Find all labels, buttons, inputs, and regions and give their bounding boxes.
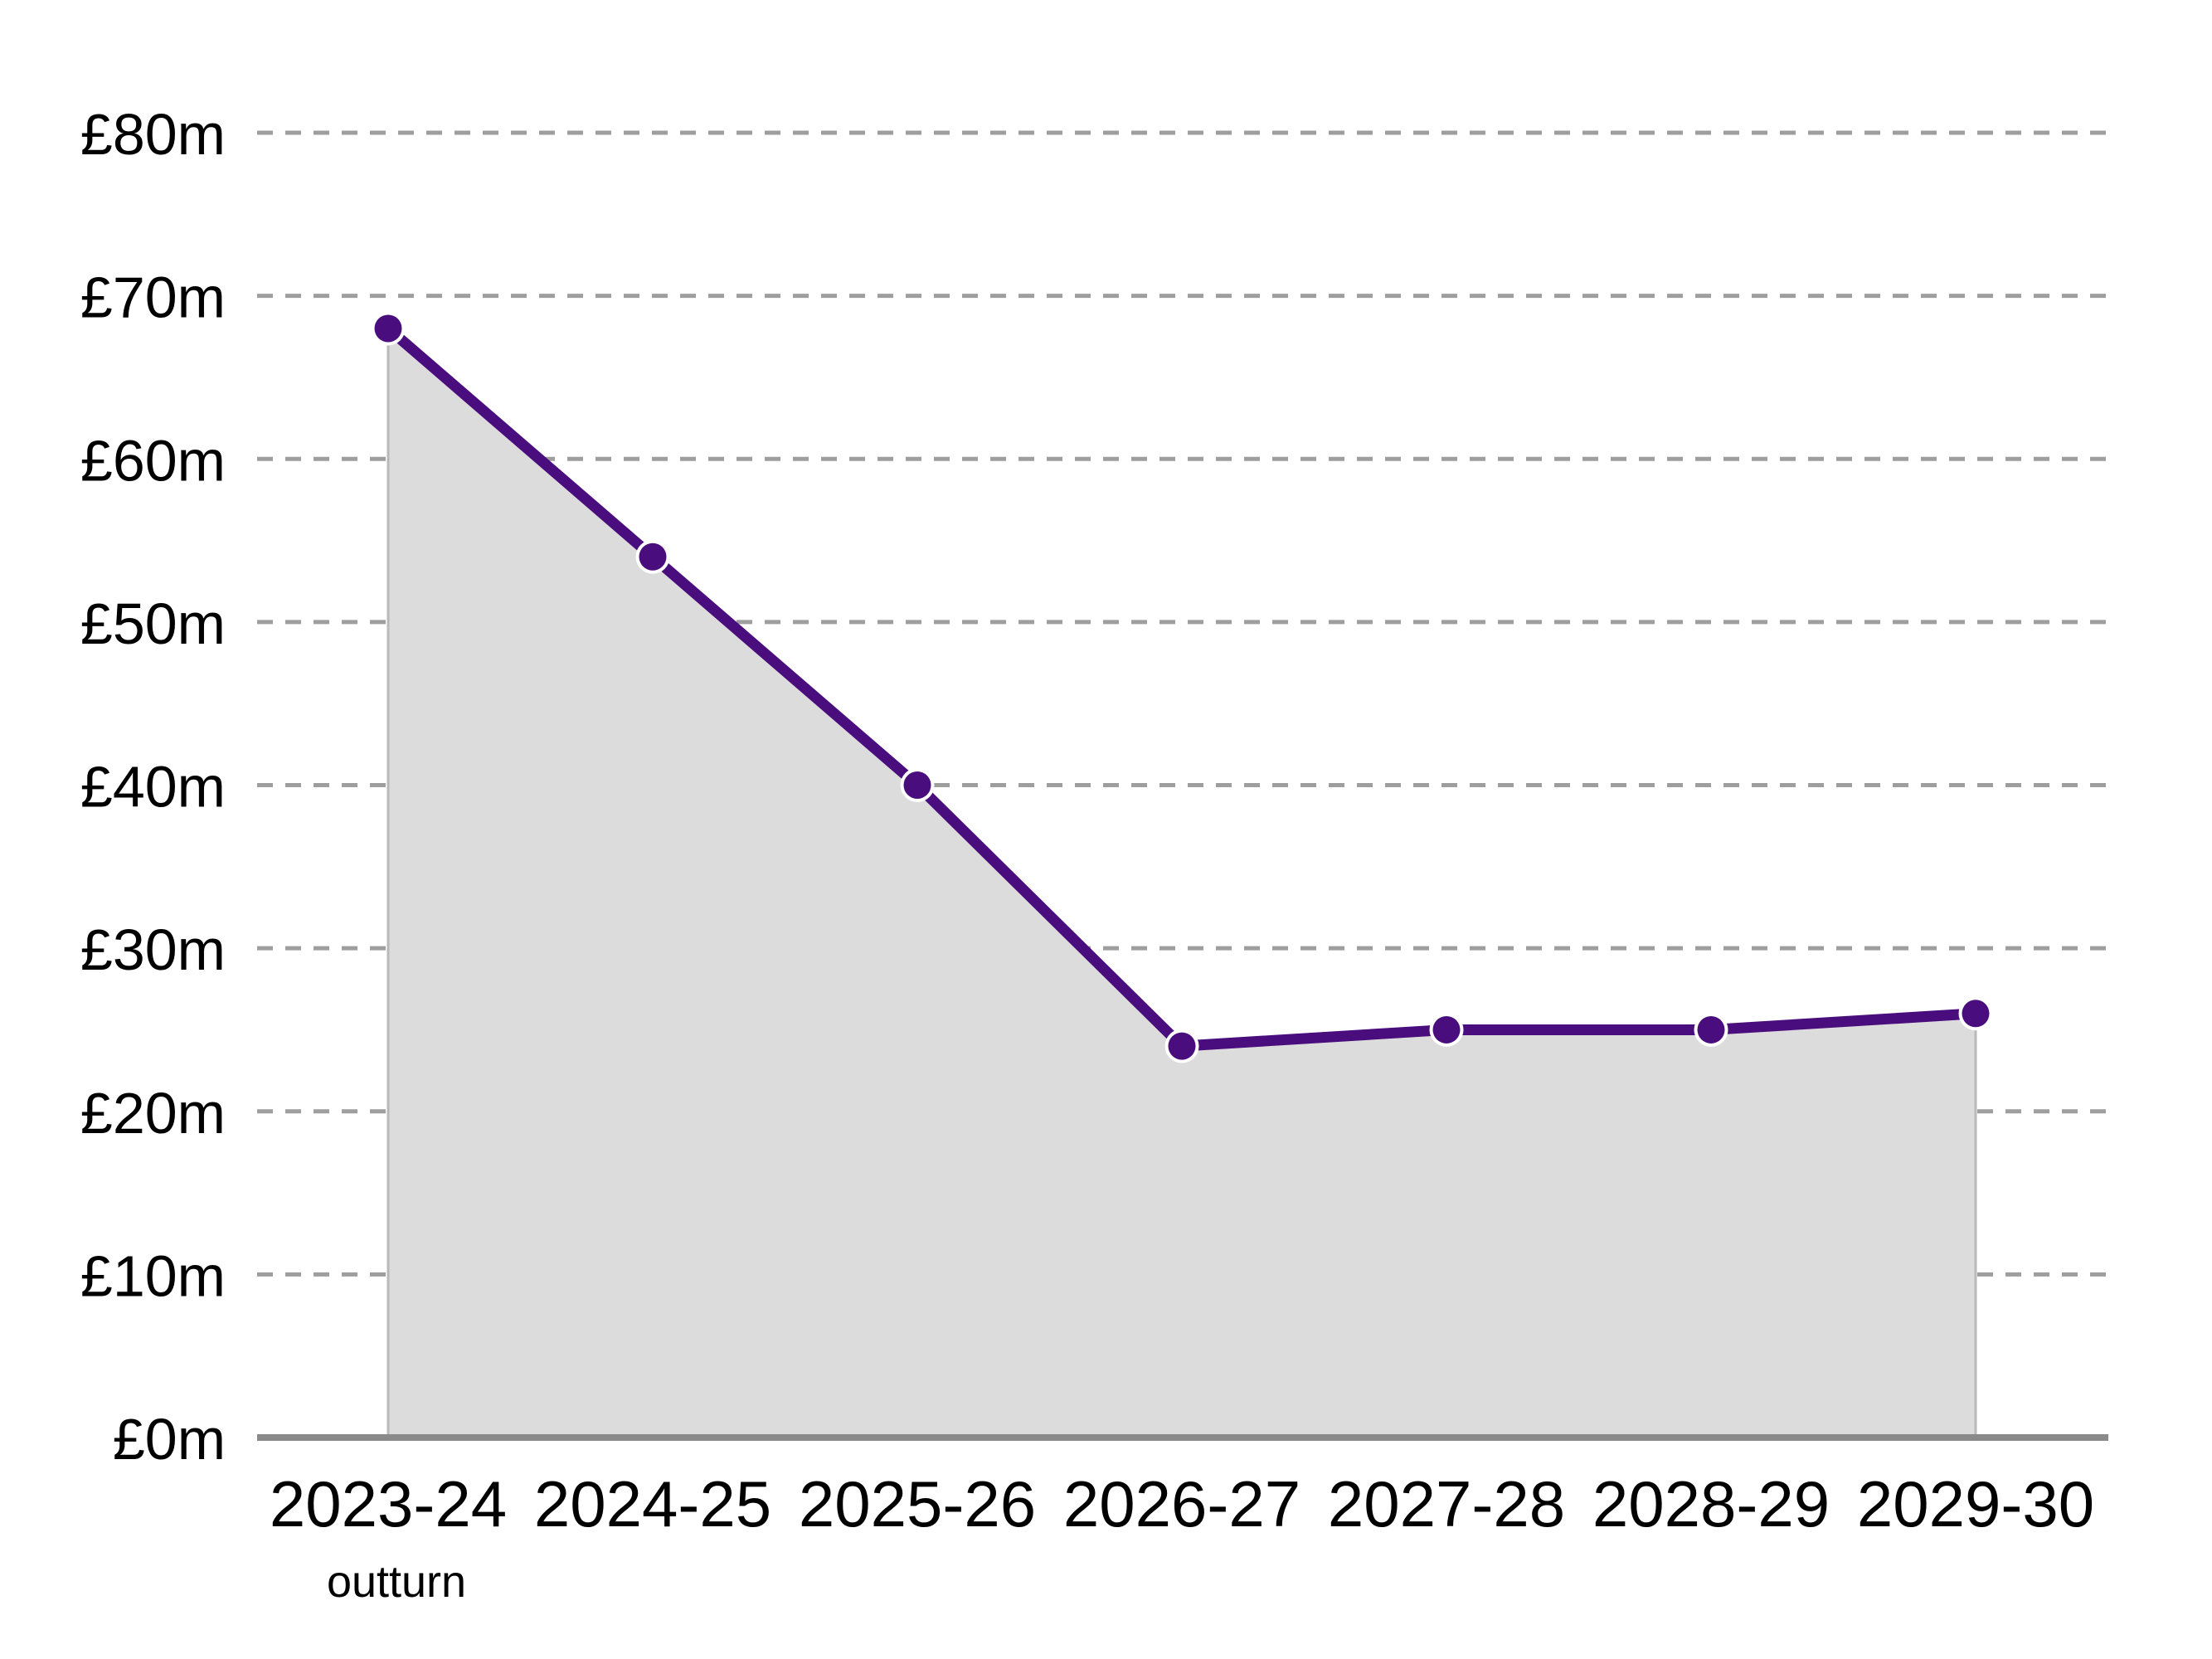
data-point	[903, 771, 931, 799]
y-tick-label: £40m	[80, 755, 226, 820]
x-tick-label: 2024-25	[534, 1467, 771, 1540]
y-tick-label: £0m	[113, 1407, 226, 1472]
x-tick-label: 2026-27	[1063, 1467, 1300, 1540]
y-tick-label: £80m	[80, 102, 226, 167]
area-fill-group	[386, 328, 1977, 1438]
x-tick-label: 2027-28	[1328, 1467, 1565, 1540]
data-point	[1962, 1000, 1990, 1028]
x-tick-label: 2025-26	[799, 1467, 1036, 1540]
y-tick-label: £70m	[80, 265, 226, 330]
area-fill	[388, 328, 1976, 1438]
y-tick-label: £20m	[80, 1081, 226, 1146]
data-point	[374, 314, 402, 343]
y-tick-label: £50m	[80, 591, 226, 656]
data-point	[1432, 1015, 1461, 1044]
x-tick-label: 2023-24	[270, 1467, 507, 1540]
data-point	[1168, 1032, 1196, 1060]
x-tick-label: 2029-30	[1857, 1467, 2094, 1540]
y-tick-label: £30m	[80, 917, 226, 982]
data-point	[639, 542, 667, 571]
y-tick-label: £60m	[80, 428, 226, 493]
x-axis-tick-labels: 2023-24 2024-25 2025-26 2026-27 2027-28 2028-…	[270, 1467, 2094, 1540]
data-point	[1697, 1015, 1725, 1044]
x-tick-label: 2028-29	[1592, 1467, 1830, 1540]
x-axis-sublabel-outturn: outturn	[327, 1557, 466, 1607]
y-tick-label: £10m	[80, 1243, 226, 1308]
data-point-markers	[371, 311, 1993, 1063]
y-axis-tick-labels: £0m £10m £20m £30m £40m £50m £60m £70m £80m	[80, 102, 226, 1472]
